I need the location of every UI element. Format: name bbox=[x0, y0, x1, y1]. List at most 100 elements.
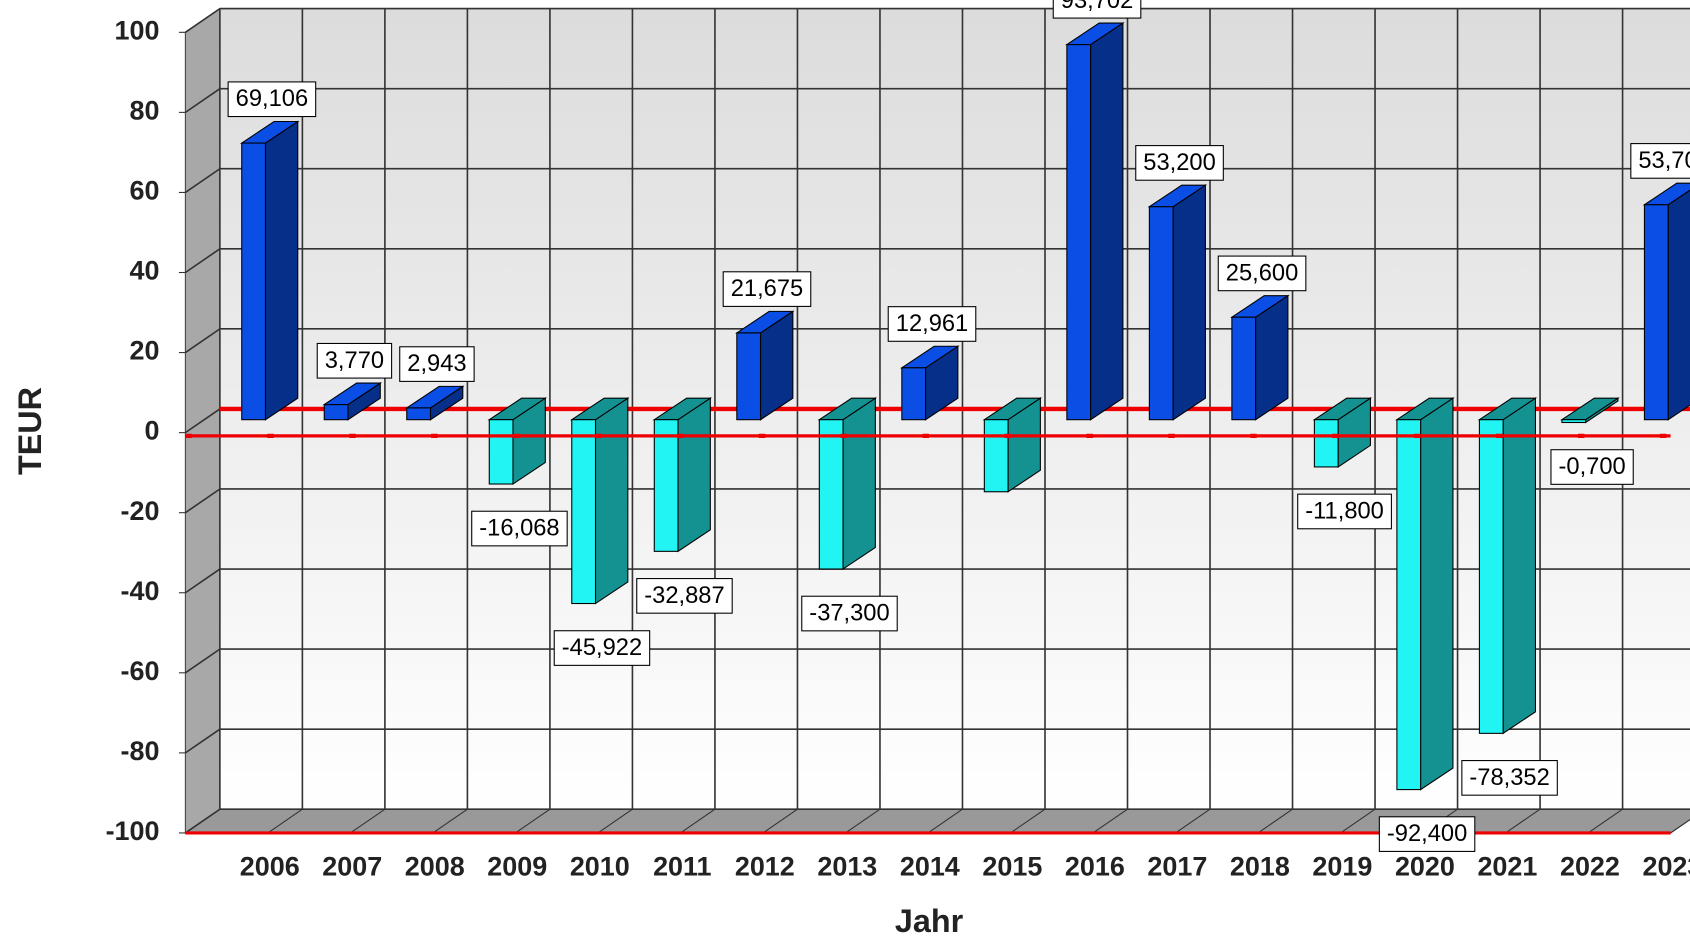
bar bbox=[901, 367, 927, 421]
grid-line-side bbox=[184, 168, 221, 194]
x-tick-label: 2007 bbox=[322, 852, 382, 882]
floor-line bbox=[1010, 808, 1046, 834]
value-label: -45,922 bbox=[553, 630, 651, 666]
floor-line bbox=[267, 808, 303, 834]
value-label-box bbox=[1378, 816, 1476, 852]
value-label-text: -0,700 bbox=[1559, 454, 1626, 480]
bar-side bbox=[1172, 184, 1206, 421]
bar-side bbox=[677, 397, 711, 553]
grid-line-side bbox=[184, 328, 221, 354]
value-label-text: -32,887 bbox=[644, 583, 724, 609]
value-label-text: 25,600 bbox=[1226, 260, 1298, 286]
value-label: 12,961 bbox=[887, 306, 977, 342]
value-label-box bbox=[887, 306, 977, 342]
floor-line bbox=[432, 808, 468, 834]
value-label-box bbox=[1630, 143, 1690, 179]
bar bbox=[1643, 204, 1669, 421]
value-label: -32,887 bbox=[636, 578, 733, 614]
value-label-text: -37,300 bbox=[809, 601, 889, 627]
floor-line bbox=[1670, 818, 1690, 834]
x-tick-label: 2006 bbox=[240, 852, 300, 882]
floor-line bbox=[597, 808, 633, 834]
value-label: 3,770 bbox=[316, 342, 393, 379]
bar bbox=[406, 407, 432, 421]
floor-line bbox=[680, 808, 716, 834]
x-tick-label: 2017 bbox=[1147, 852, 1207, 882]
value-label: -0,700 bbox=[1550, 449, 1634, 485]
value-label: 53,700 bbox=[1630, 143, 1690, 179]
x-tick-label: 2014 bbox=[900, 852, 960, 882]
bar-side bbox=[1667, 189, 1690, 421]
y-tick-label: -80 bbox=[121, 736, 160, 766]
value-label: 2,943 bbox=[399, 346, 475, 382]
value-label-text: 93,702 bbox=[1061, 0, 1133, 14]
floor-line bbox=[845, 808, 881, 834]
y-tick-label: 60 bbox=[130, 176, 160, 206]
x-tick-label: 2019 bbox=[1312, 852, 1372, 882]
value-label-box bbox=[722, 271, 812, 307]
value-label-box bbox=[399, 346, 475, 382]
y-tick-label: -20 bbox=[121, 496, 160, 526]
y-tick-label: -40 bbox=[121, 576, 160, 606]
bar bbox=[1231, 316, 1257, 421]
x-tick-label: 2010 bbox=[570, 852, 630, 882]
x-tick-label: 2011 bbox=[653, 852, 711, 882]
bar bbox=[736, 332, 762, 421]
bar-side bbox=[842, 397, 876, 571]
value-label: 21,675 bbox=[722, 271, 812, 307]
value-label-text: 53,200 bbox=[1143, 150, 1215, 176]
bars bbox=[239, 22, 1690, 791]
x-tick-label: 2008 bbox=[405, 852, 465, 882]
value-label: -37,300 bbox=[801, 595, 898, 632]
floor-line bbox=[1340, 808, 1376, 834]
floor-line bbox=[1587, 808, 1623, 834]
value-label: -11,800 bbox=[1297, 493, 1392, 530]
value-label: -16,068 bbox=[471, 510, 568, 547]
x-tick-label: 2009 bbox=[487, 852, 547, 882]
bar-side bbox=[1420, 397, 1454, 791]
value-label-box bbox=[636, 578, 733, 614]
y-axis-title: TEUR bbox=[12, 387, 48, 475]
value-label: 69,106 bbox=[227, 81, 317, 118]
value-label-box bbox=[1217, 255, 1307, 292]
y-tick-label: -60 bbox=[121, 656, 160, 686]
value-label-text: 2,943 bbox=[407, 351, 466, 377]
x-tick-label: 2013 bbox=[817, 852, 877, 882]
value-label-box bbox=[1135, 145, 1224, 181]
grid-line-side bbox=[184, 808, 221, 834]
y-tick-label: 40 bbox=[130, 256, 160, 286]
value-label-box bbox=[553, 630, 651, 666]
value-label-box bbox=[801, 595, 898, 632]
bar bbox=[818, 419, 844, 570]
bar bbox=[983, 419, 1009, 493]
value-label: 53,200 bbox=[1135, 145, 1224, 181]
bar bbox=[1066, 44, 1092, 421]
floor-line bbox=[1257, 808, 1293, 834]
x-tick-label: 2015 bbox=[982, 852, 1042, 882]
grid-line-side bbox=[184, 88, 221, 114]
value-label-text: -16,068 bbox=[479, 516, 559, 542]
value-label-text: 12,961 bbox=[896, 311, 968, 337]
value-label: -92,400 bbox=[1378, 816, 1476, 852]
bar bbox=[571, 419, 597, 605]
bar bbox=[1561, 419, 1587, 424]
bar bbox=[488, 419, 514, 485]
floor-line bbox=[927, 808, 963, 834]
bar bbox=[1478, 419, 1504, 734]
value-label: 25,600 bbox=[1217, 255, 1307, 292]
y-tick-label: -100 bbox=[106, 816, 160, 846]
value-label-box bbox=[227, 81, 317, 118]
floor-line bbox=[515, 808, 551, 834]
value-label-text: 53,700 bbox=[1638, 148, 1690, 174]
value-label-text: -78,352 bbox=[1469, 765, 1549, 791]
value-label-box bbox=[1550, 449, 1634, 485]
grid-line-side bbox=[184, 488, 221, 514]
x-tick-label: 2016 bbox=[1065, 852, 1125, 882]
value-label-box bbox=[1461, 760, 1558, 796]
bar bbox=[653, 419, 679, 552]
grid-line-side bbox=[184, 248, 221, 274]
grid-line-side bbox=[184, 568, 221, 594]
bar bbox=[1313, 419, 1339, 468]
bar bbox=[241, 142, 266, 421]
